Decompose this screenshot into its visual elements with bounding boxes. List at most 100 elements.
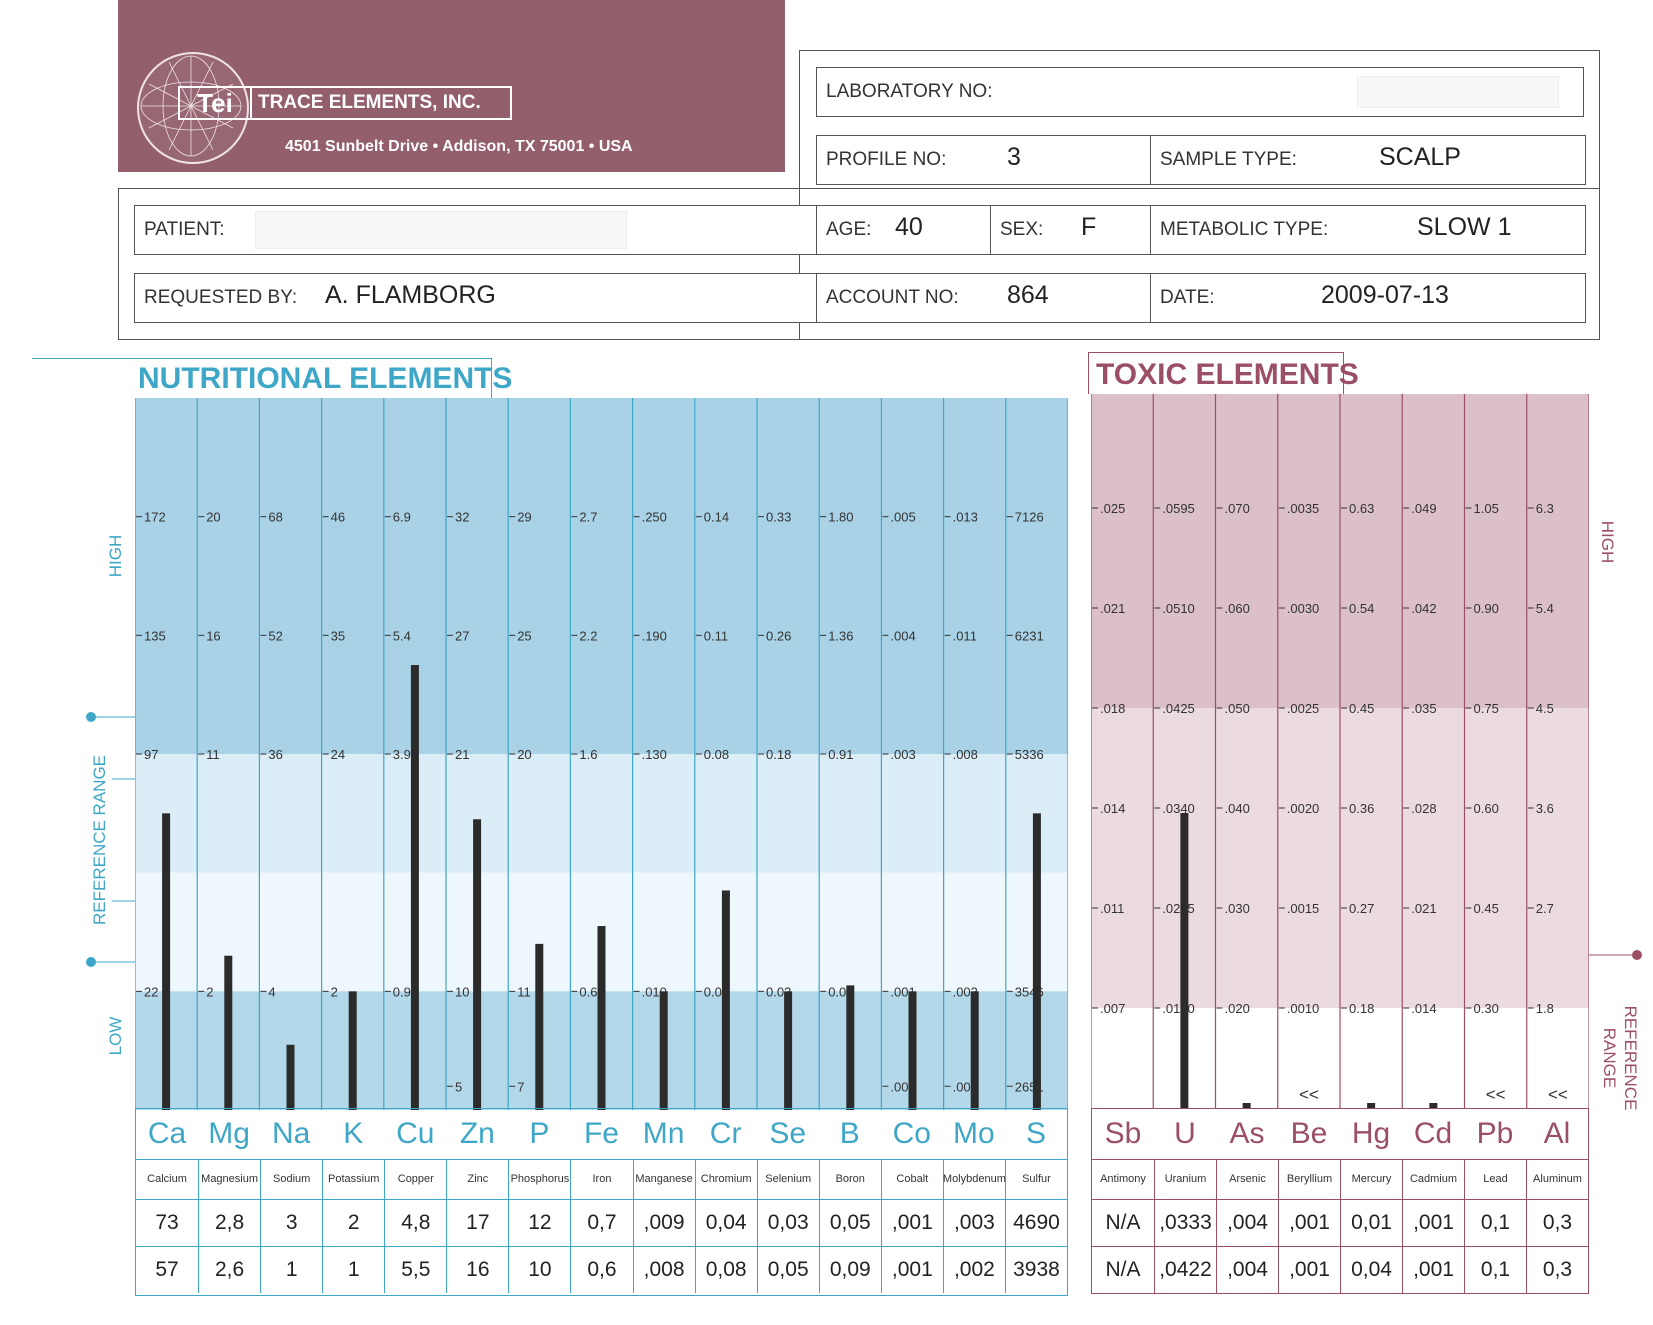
element-symbol: Cd bbox=[1413, 1117, 1453, 1150]
reference-label-right: REFERENCE bbox=[1621, 1005, 1640, 1111]
below-range-marker: << bbox=[1486, 1085, 1506, 1104]
company-address: 4501 Sunbelt Drive • Addison, TX 75001 •… bbox=[285, 138, 633, 155]
range-label-right: RANGE bbox=[1600, 1027, 1619, 1089]
tick-label: .018 bbox=[1100, 701, 1125, 716]
profile-no-value: 3 bbox=[1007, 143, 1021, 172]
tick-label: 0.27 bbox=[1349, 901, 1374, 916]
element-symbol: Cu bbox=[396, 1117, 435, 1150]
tick-label: 0.75 bbox=[1474, 701, 1499, 716]
result-value: ,0422 bbox=[1154, 1246, 1216, 1293]
high-zone bbox=[135, 398, 1068, 754]
tick-label: 29 bbox=[517, 510, 531, 525]
tick-label: 0.11 bbox=[704, 628, 728, 643]
tick-label: .005 bbox=[890, 510, 915, 525]
element-name: Calcium bbox=[147, 1173, 187, 1185]
company-name: TRACE ELEMENTS, INC. bbox=[258, 92, 481, 113]
element-name: Potassium bbox=[322, 1159, 384, 1199]
sample-type-label: SAMPLE TYPE: bbox=[1160, 149, 1297, 170]
result-value: 2,6 bbox=[198, 1246, 260, 1293]
tick-label: .070 bbox=[1225, 501, 1250, 516]
tick-label: .250 bbox=[642, 510, 667, 525]
tick-label: .0010 bbox=[1287, 1001, 1320, 1016]
element-symbol: Sb bbox=[1104, 1117, 1142, 1150]
tick-label: .014 bbox=[1411, 1001, 1436, 1016]
result-value: 10 bbox=[508, 1246, 570, 1293]
element-name: Sulfur bbox=[1004, 1159, 1067, 1199]
tick-label: .011 bbox=[1100, 901, 1124, 916]
result-value: 0,1 bbox=[1464, 1246, 1526, 1293]
high-label-left: HIGH bbox=[106, 534, 125, 578]
tick-label: 172 bbox=[144, 510, 166, 525]
tick-label: 46 bbox=[331, 510, 345, 525]
tick-label: .025 bbox=[1100, 501, 1125, 516]
tick-label: 0.54 bbox=[1349, 601, 1374, 616]
tick-label: .020 bbox=[1225, 1001, 1250, 1016]
reference-range-bracket-left bbox=[86, 712, 136, 967]
element-symbol: Be bbox=[1290, 1117, 1328, 1150]
row-divider bbox=[136, 1159, 1067, 1160]
result-value: ,004 bbox=[1216, 1246, 1278, 1293]
tick-label: .0025 bbox=[1287, 701, 1320, 716]
result-value: 73 bbox=[155, 1210, 179, 1234]
tick-label: 0.36 bbox=[1349, 801, 1374, 816]
element-symbol: Mg bbox=[208, 1117, 250, 1150]
toxic-results-table: Sb U As Be Hg Cd Pb Al Antimony Uranium Arsenic Ber… bbox=[1091, 1108, 1589, 1294]
tick-label: 0.18 bbox=[1349, 1001, 1374, 1016]
element-symbol: U bbox=[1174, 1117, 1196, 1150]
element-name: Lead bbox=[1464, 1159, 1526, 1199]
low-label-left: LOW bbox=[106, 1016, 125, 1056]
tick-label: 5336 bbox=[1015, 747, 1044, 762]
tick-label: .008 bbox=[953, 747, 978, 762]
result-value: ,001 bbox=[880, 1199, 943, 1246]
bar-mn bbox=[659, 991, 668, 1110]
sex-label: SEX: bbox=[1000, 219, 1044, 240]
tick-label: 0.45 bbox=[1349, 701, 1374, 716]
redacted-patient-name bbox=[255, 211, 627, 249]
bar-s bbox=[1032, 813, 1041, 1110]
nutritional-elements-chart: 172 135 97 22 20 16 11 2 68 52 36 4 46 35 24 2 6.9 5.4 3.9… bbox=[135, 398, 1068, 1110]
bar-u bbox=[1180, 813, 1189, 1108]
tick-label: .021 bbox=[1100, 601, 1125, 616]
company-logo: Tei TRACE ELEMENTS, INC. bbox=[178, 86, 512, 120]
bar-cu bbox=[410, 665, 419, 1110]
element-name: Copper bbox=[384, 1159, 446, 1199]
sex-value: F bbox=[1081, 213, 1097, 242]
tick-label: 3.9 bbox=[393, 747, 411, 762]
laboratory-no-label: LABORATORY NO: bbox=[826, 81, 993, 102]
result-value: 0,1 bbox=[1464, 1199, 1526, 1246]
tick-label: 10 bbox=[455, 984, 469, 999]
element-symbol: Zn bbox=[459, 1117, 495, 1150]
tick-label: 1.8 bbox=[1536, 1001, 1554, 1016]
tick-label: 1.36 bbox=[828, 628, 853, 643]
tick-label: 0.91 bbox=[828, 747, 853, 762]
element-symbol: Pb bbox=[1476, 1117, 1514, 1150]
result-value: ,001 bbox=[1278, 1246, 1340, 1293]
reference-line-marker-right bbox=[1586, 950, 1642, 960]
date-field: DATE: 2009-07-13 bbox=[1150, 273, 1586, 323]
sample-type-field: SAMPLE TYPE: SCALP bbox=[1150, 135, 1586, 185]
result-value: ,001 bbox=[1278, 1199, 1340, 1246]
element-symbol: As bbox=[1229, 1117, 1265, 1150]
result-value: ,001 bbox=[1402, 1199, 1464, 1246]
tick-label: .0255 bbox=[1162, 901, 1195, 916]
result-value: ,008 bbox=[632, 1246, 695, 1293]
toxic-section-title: TOXIC ELEMENTS bbox=[1096, 358, 1359, 391]
result-value: N/A bbox=[1105, 1210, 1141, 1234]
tick-label: 0.33 bbox=[766, 510, 791, 525]
result-value: ,001 bbox=[880, 1246, 943, 1293]
tick-label: 52 bbox=[268, 628, 282, 643]
element-symbol: Cr bbox=[709, 1117, 742, 1150]
result-value: 4690 bbox=[1004, 1199, 1067, 1246]
tick-label: .011 bbox=[953, 628, 977, 643]
element-symbol: Ca bbox=[147, 1117, 187, 1150]
element-name: Mercury bbox=[1340, 1159, 1402, 1199]
sample-type-value: SCALP bbox=[1379, 143, 1461, 172]
metabolic-type-value: SLOW 1 bbox=[1417, 213, 1512, 242]
element-symbol: Mo bbox=[953, 1117, 995, 1150]
tick-label: 97 bbox=[144, 747, 158, 762]
profile-no-label: PROFILE NO: bbox=[826, 149, 947, 170]
date-label: DATE: bbox=[1160, 287, 1215, 308]
result-value: 1 bbox=[322, 1246, 384, 1293]
result-value: 2,8 bbox=[198, 1199, 260, 1246]
element-name: Molybdenum bbox=[942, 1159, 1006, 1199]
